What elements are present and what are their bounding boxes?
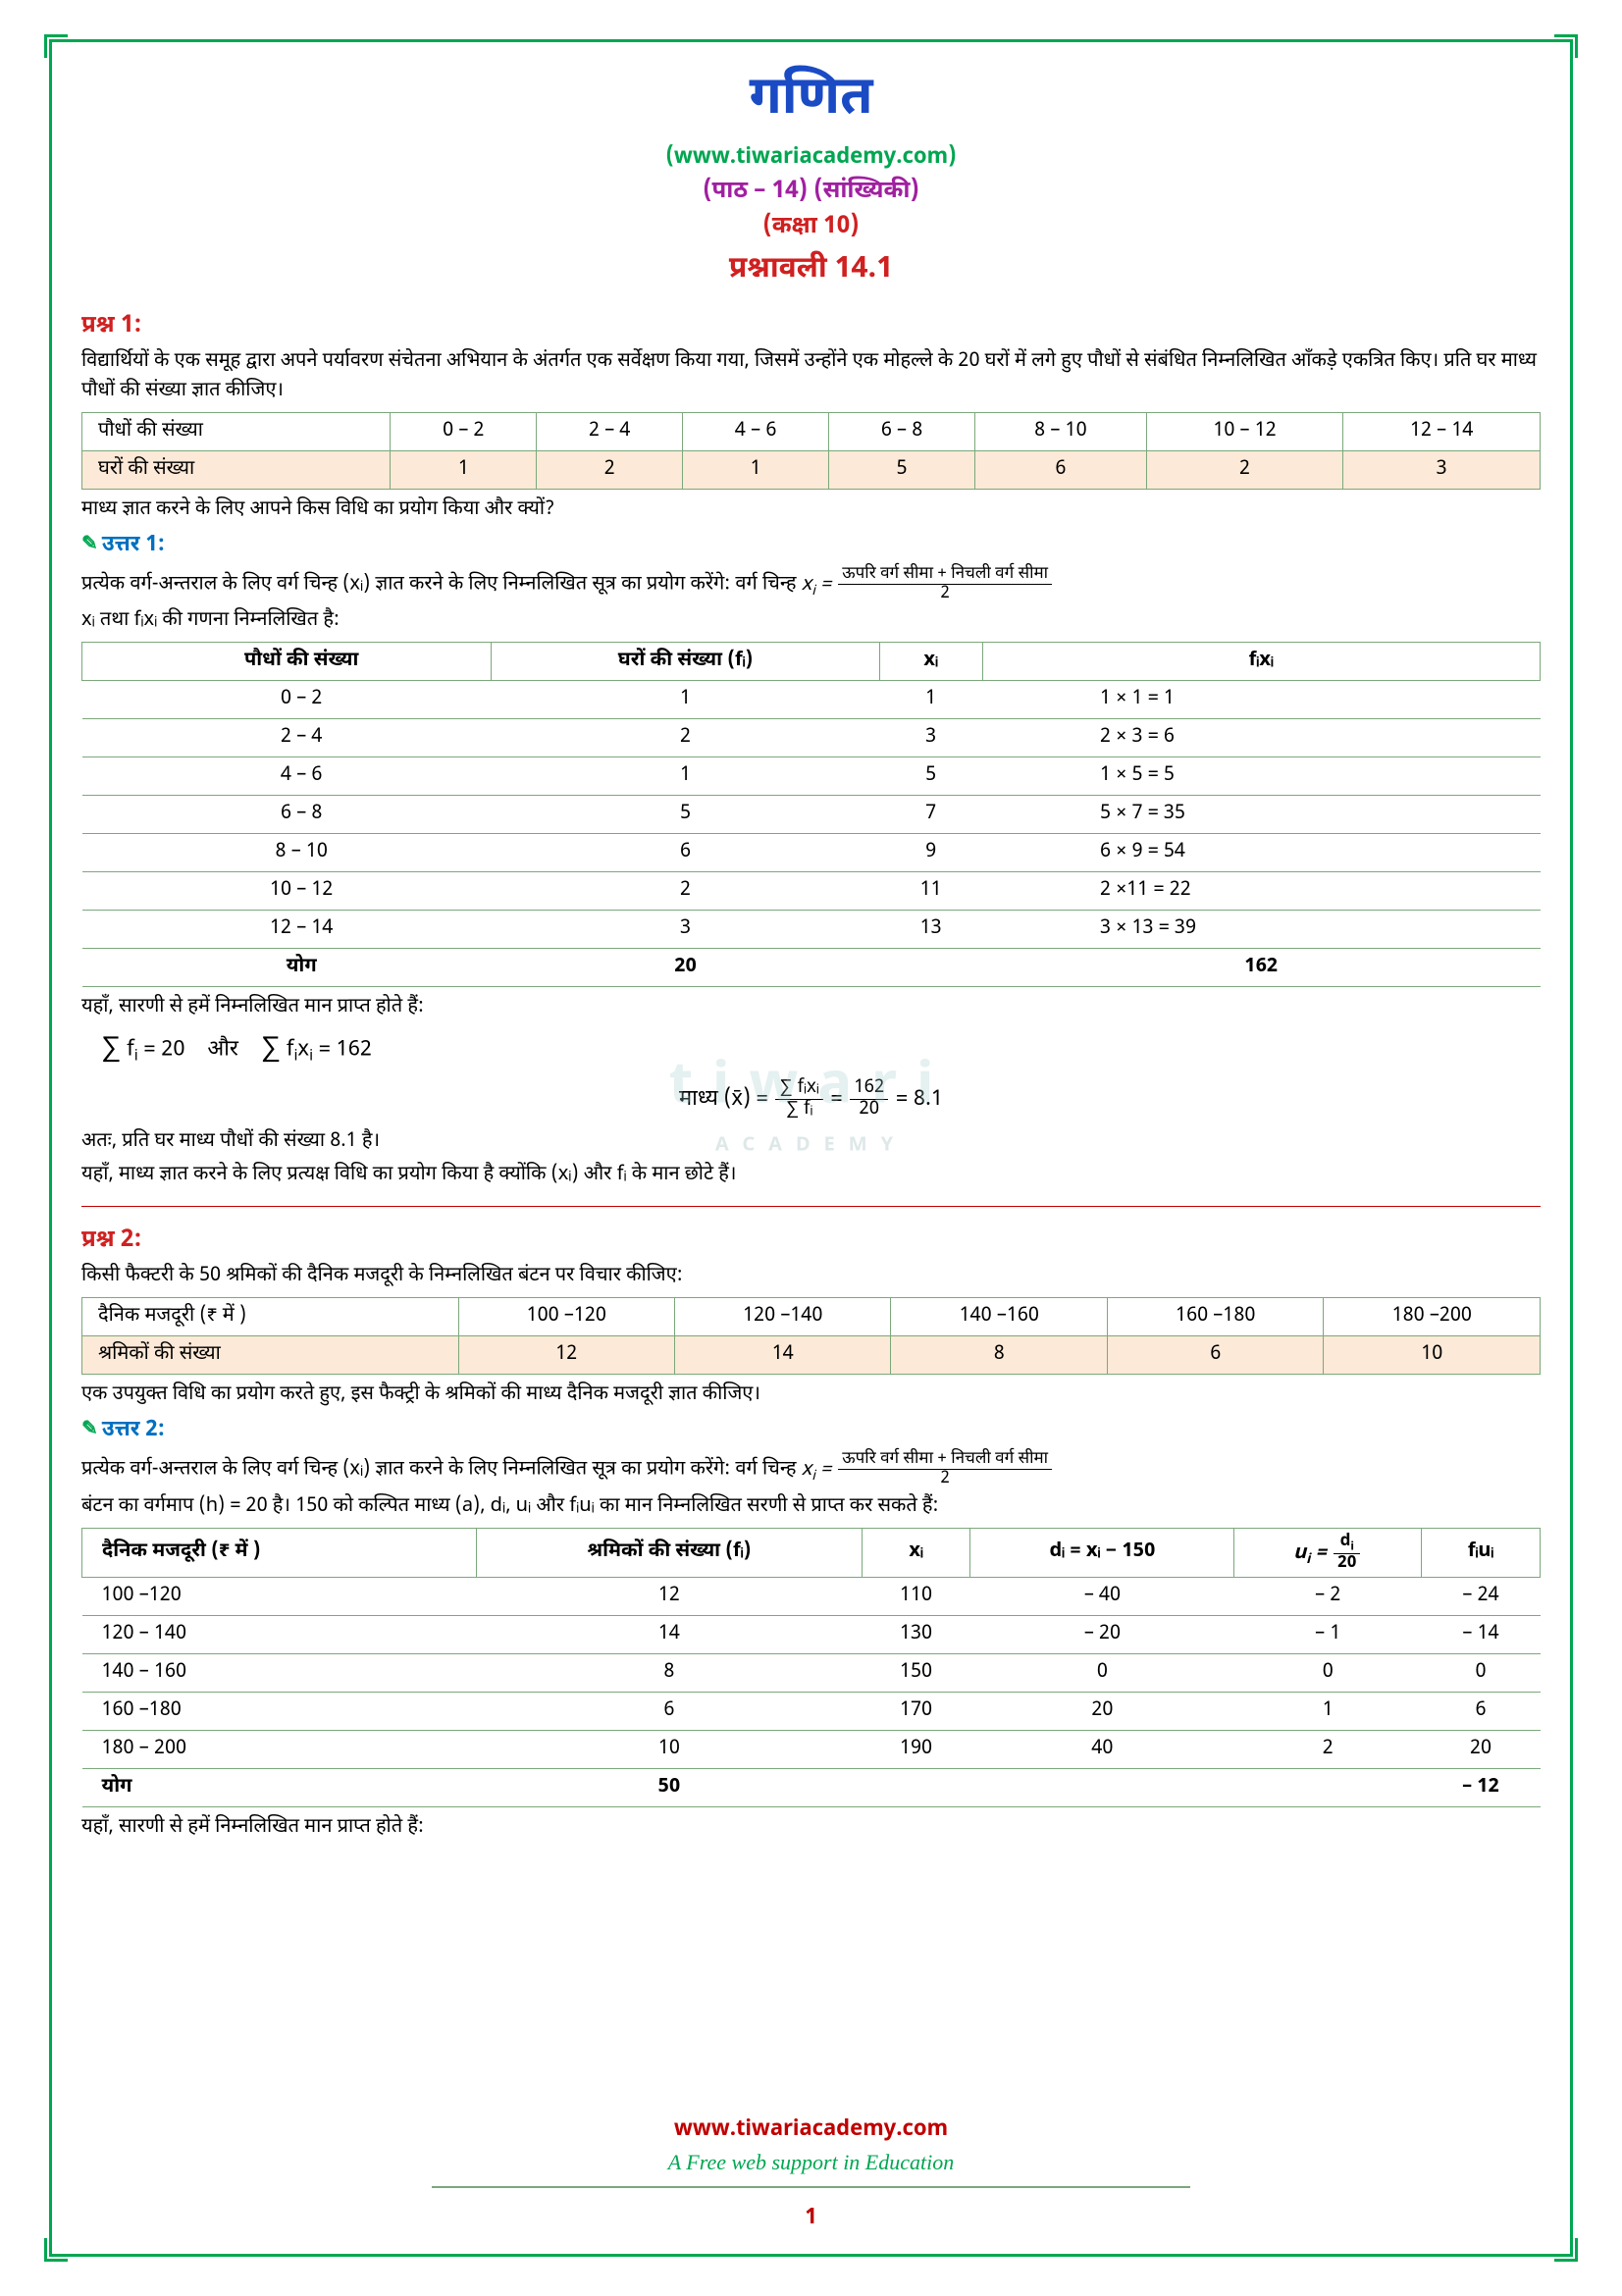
page-title: गणित (81, 62, 1541, 141)
page-number: 1 (52, 2202, 1570, 2234)
question-2-after: एक उपयुक्त विधि का प्रयोग करते हुए, इस फ… (81, 1381, 1541, 1410)
page-footer: www.tiwariacademy.com A Free web support… (52, 2113, 1570, 2234)
answer-2-summary1: यहाँ, सारणी से हमें निम्नलिखित मान प्राप… (81, 1813, 1541, 1843)
question-2-data-table: दैनिक मजदूरी (₹ में ) 100 –120 120 –140 … (81, 1297, 1541, 1375)
header-exercise: प्रश्नावली 14.1 (81, 248, 1541, 292)
answer-1-calc-table: पौधों की संख्या घरों की संख्या (fᵢ) xᵢ f… (81, 642, 1541, 987)
question-2-label: प्रश्न 2: (81, 1223, 1541, 1258)
answer-1-label: उत्तर 1: (81, 529, 1541, 561)
answer-1-mean-formula: माध्य (x̄) = ∑ fᵢxᵢ∑ fᵢ = 16220 = 8.1 (81, 1078, 1541, 1120)
divider (81, 1206, 1541, 1207)
answer-2-formula: प्रत्येक वर्ग-अन्तराल के लिए वर्ग चिन्ह … (81, 1450, 1541, 1487)
question-1-after: माध्य ज्ञात करने के लिए आपने किस विधि का… (81, 496, 1541, 525)
footer-url: www.tiwariacademy.com (52, 2113, 1570, 2146)
corner-tl (44, 34, 68, 58)
t3-row1-label: दैनिक मजदूरी (₹ में ) (82, 1298, 459, 1336)
answer-1-text2: xᵢ तथा fᵢxᵢ की गणना निम्नलिखित है: (81, 606, 1541, 636)
answer-1-summary1: यहाँ, सारणी से हमें निम्नलिखित मान प्राप… (81, 993, 1541, 1022)
question-1-text: विद्यार्थियों के एक समूह द्वारा अपने पर्… (81, 347, 1541, 406)
header-chapter: (पाठ – 14) (सांख्यिकी) (81, 174, 1541, 209)
footer-rule (432, 2186, 1191, 2188)
corner-bl (44, 2238, 68, 2262)
question-1-label: प्रश्न 1: (81, 308, 1541, 343)
page-frame: tiwari ACADEMY गणित (www.tiwariacademy.c… (49, 39, 1573, 2257)
answer-1-sums: ∑ fi = 20 और ∑ fixi = 162 (101, 1028, 1541, 1070)
footer-tagline: A Free web support in Education (52, 2146, 1570, 2178)
answer-2-text2: बंटन का वर्गमाप (h) = 20 है। 150 को कल्प… (81, 1492, 1541, 1522)
header-class: (कक्षा 10) (81, 209, 1541, 244)
answer-2-label: उत्तर 2: (81, 1414, 1541, 1446)
answer-1-formula: प्रत्येक वर्ग-अन्तराल के लिए वर्ग चिन्ह … (81, 565, 1541, 602)
question-2-text: किसी फैक्टरी के 50 श्रमिकों की दैनिक मजद… (81, 1262, 1541, 1291)
answer-2-calc-table: दैनिक मजदूरी (₹ में ) श्रमिकों की संख्या… (81, 1528, 1541, 1807)
t1-row1-label: पौधों की संख्या (82, 413, 391, 451)
question-1-data-table: पौधों की संख्या 0 – 2 2 – 4 4 – 6 6 – 8 … (81, 412, 1541, 490)
t3-row2-label: श्रमिकों की संख्या (82, 1336, 459, 1375)
answer-1-conclusion2: यहाँ, माध्य ज्ञात करने के लिए प्रत्यक्ष … (81, 1161, 1541, 1190)
answer-1-conclusion1: अतः, प्रति घर माध्य पौधों की संख्या 8.1 … (81, 1127, 1541, 1157)
corner-br (1554, 2238, 1578, 2262)
t1-row2-label: घरों की संख्या (82, 451, 391, 490)
corner-tr (1554, 34, 1578, 58)
header-url: (www.tiwariacademy.com) (81, 141, 1541, 174)
